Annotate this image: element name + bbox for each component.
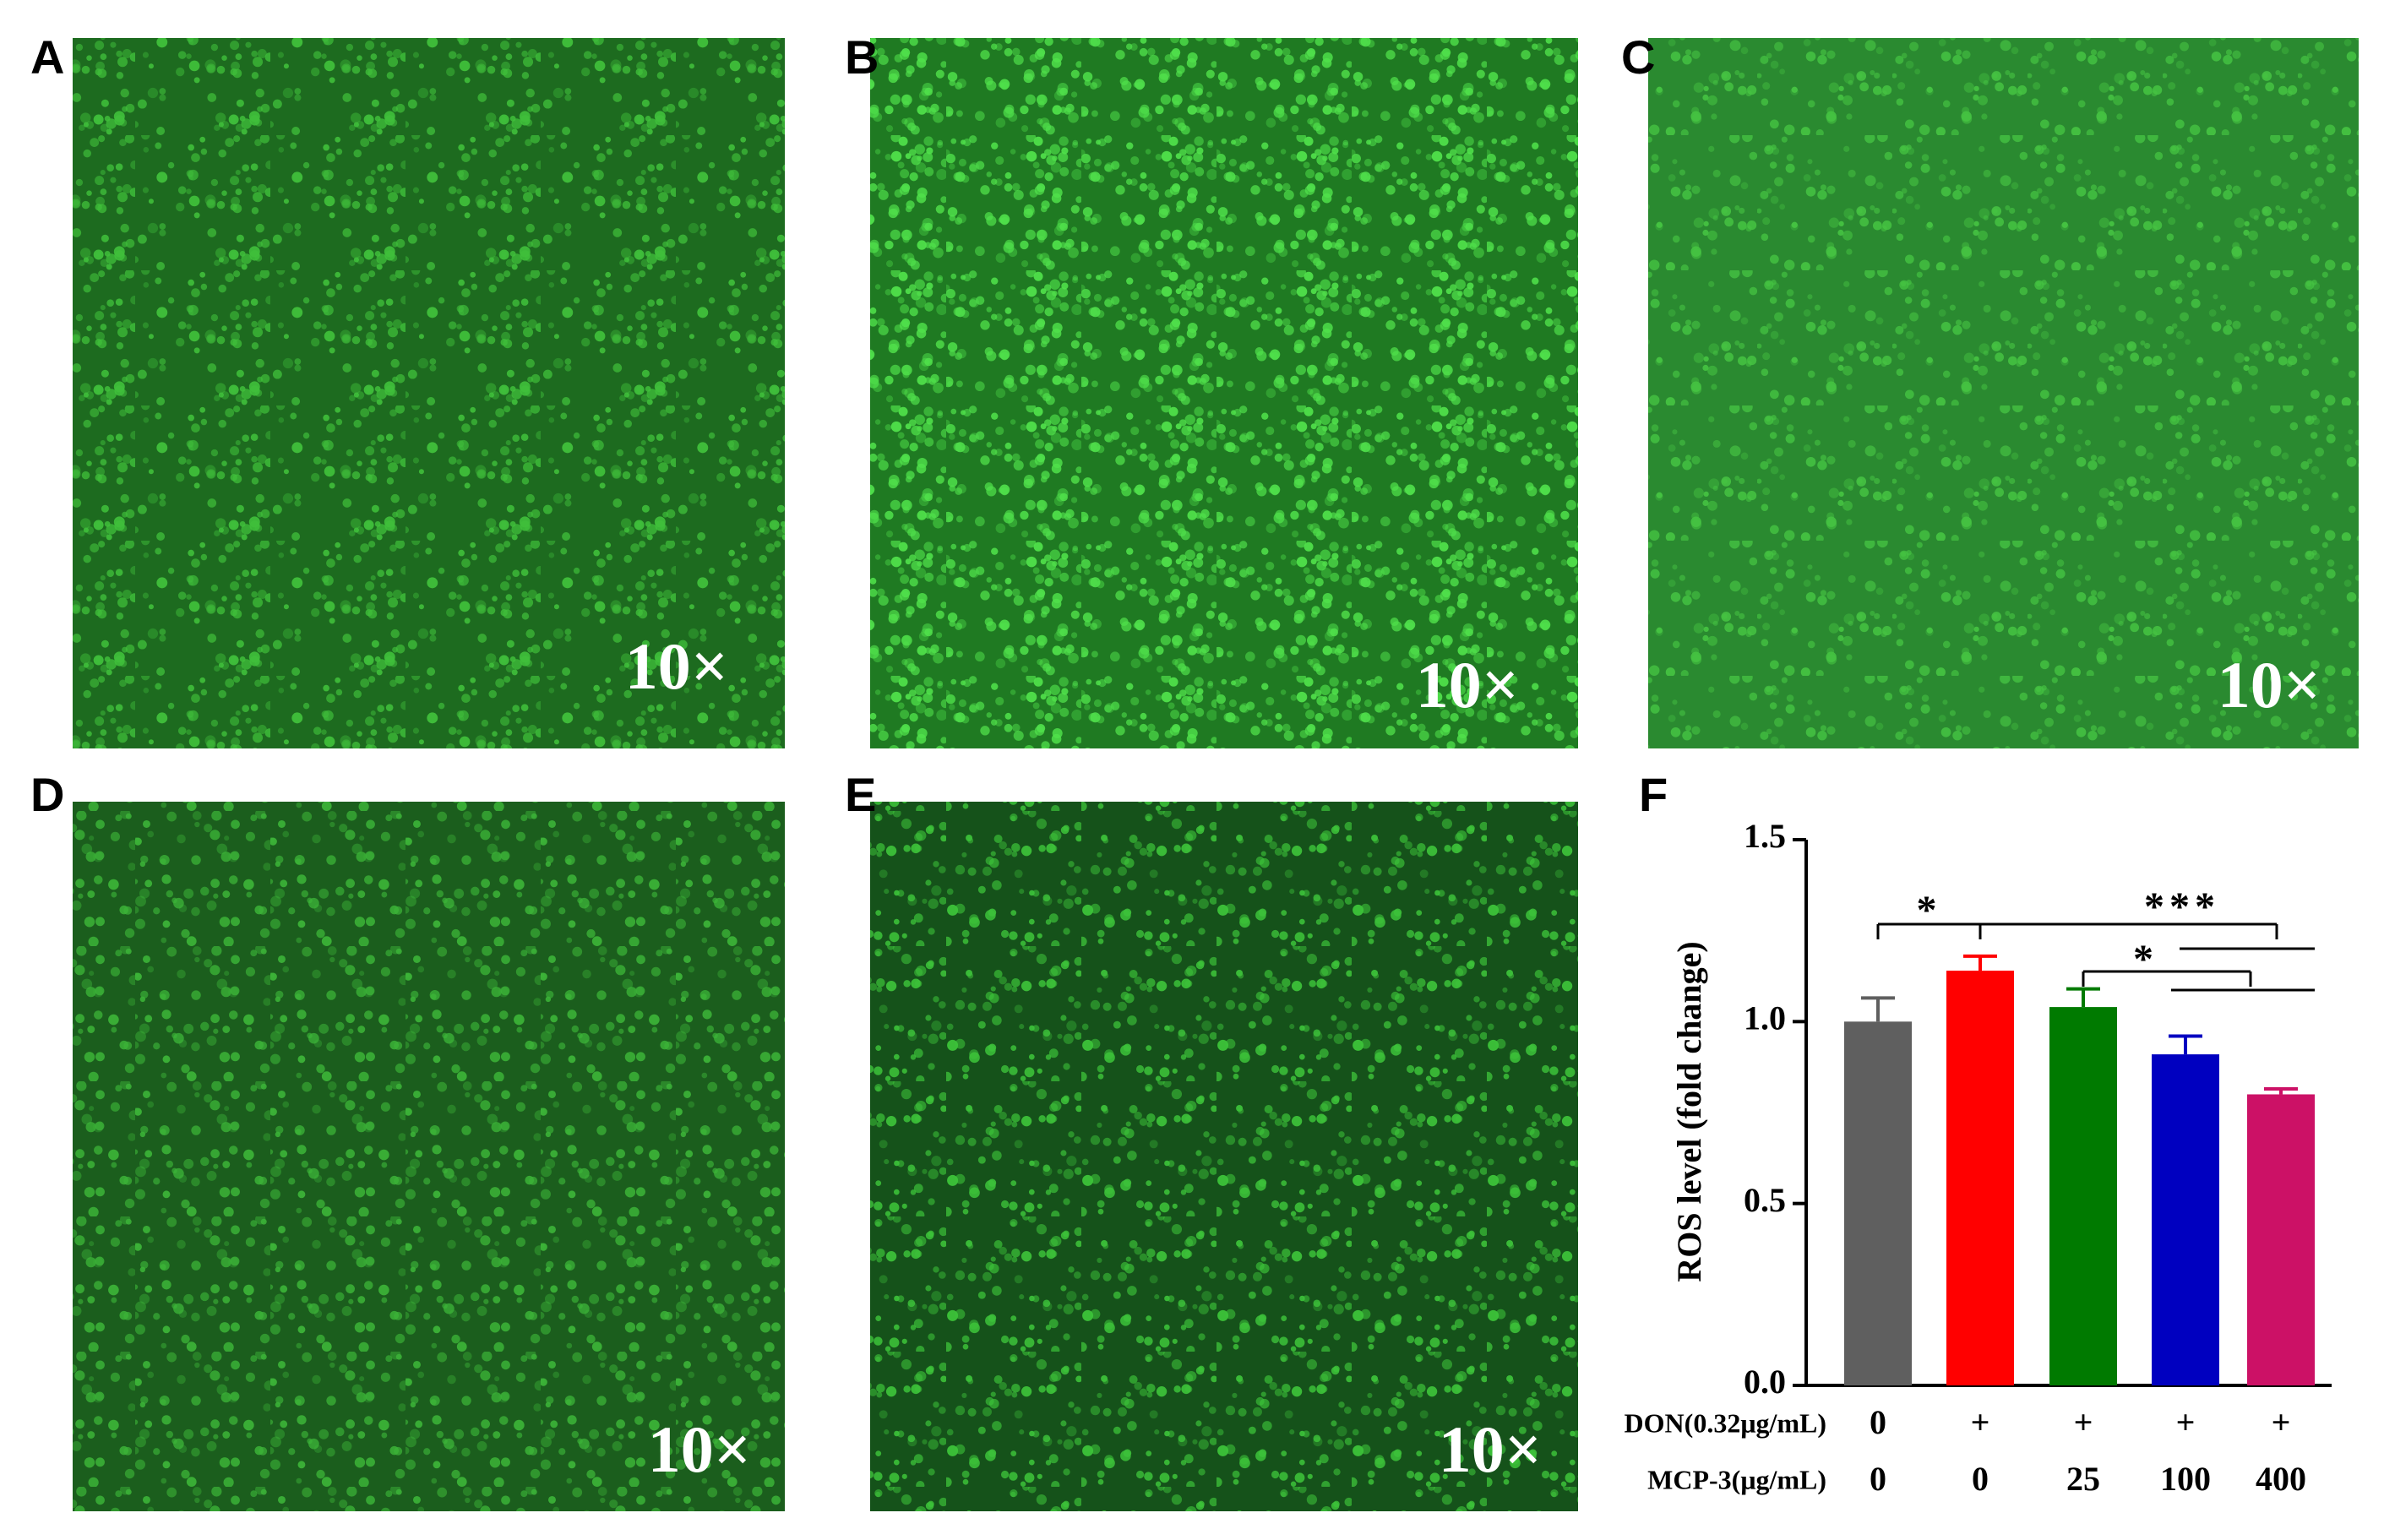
micrograph [870,802,1578,1511]
panel-label: E [845,768,876,821]
significance-label: * [2133,937,2158,982]
condition-value: 25 [2066,1460,2100,1498]
magnification: 10× [648,1412,751,1486]
significance-label: * [1917,888,1942,933]
panel-label: B [845,30,879,84]
condition-value: 400 [2256,1460,2306,1498]
condition-value: + [2176,1403,2196,1441]
panel-label: A [30,30,64,84]
y-axis-label: ROS level (fold change) [1670,941,1708,1282]
condition-value: 0 [1972,1460,1989,1498]
y-tick-label: 1.0 [1744,999,1786,1037]
bar [2247,1094,2315,1385]
y-tick-label: 0.5 [1744,1181,1786,1219]
condition-name: MCP-3(μg/mL) [1647,1464,1826,1494]
y-tick-label: 0.0 [1744,1363,1786,1401]
condition-name: DON(0.32μg/mL) [1625,1407,1826,1438]
micrograph [73,802,785,1511]
panel-label: D [30,768,64,821]
significance-label: *** [2144,884,2220,929]
panel-label: F [1639,768,1668,821]
condition-value: 0 [1870,1460,1886,1498]
condition-value: + [2074,1403,2093,1441]
bar [2049,1007,2117,1385]
bar [1946,971,2014,1385]
magnification: 10× [625,629,728,703]
condition-value: 0 [1870,1403,1886,1441]
y-tick-label: 1.5 [1744,817,1786,855]
bar [1844,1021,1912,1385]
magnification: 10× [1416,648,1519,721]
condition-value: + [2272,1403,2291,1441]
bar [2152,1054,2219,1385]
condition-value: 100 [2160,1460,2211,1498]
panel-label: C [1621,30,1655,84]
micrograph [870,38,1578,748]
magnification: 10× [2218,648,2321,721]
micrograph [73,38,785,748]
magnification: 10× [1439,1412,1542,1486]
micrograph [1648,38,2359,748]
condition-value: + [1971,1403,1990,1441]
